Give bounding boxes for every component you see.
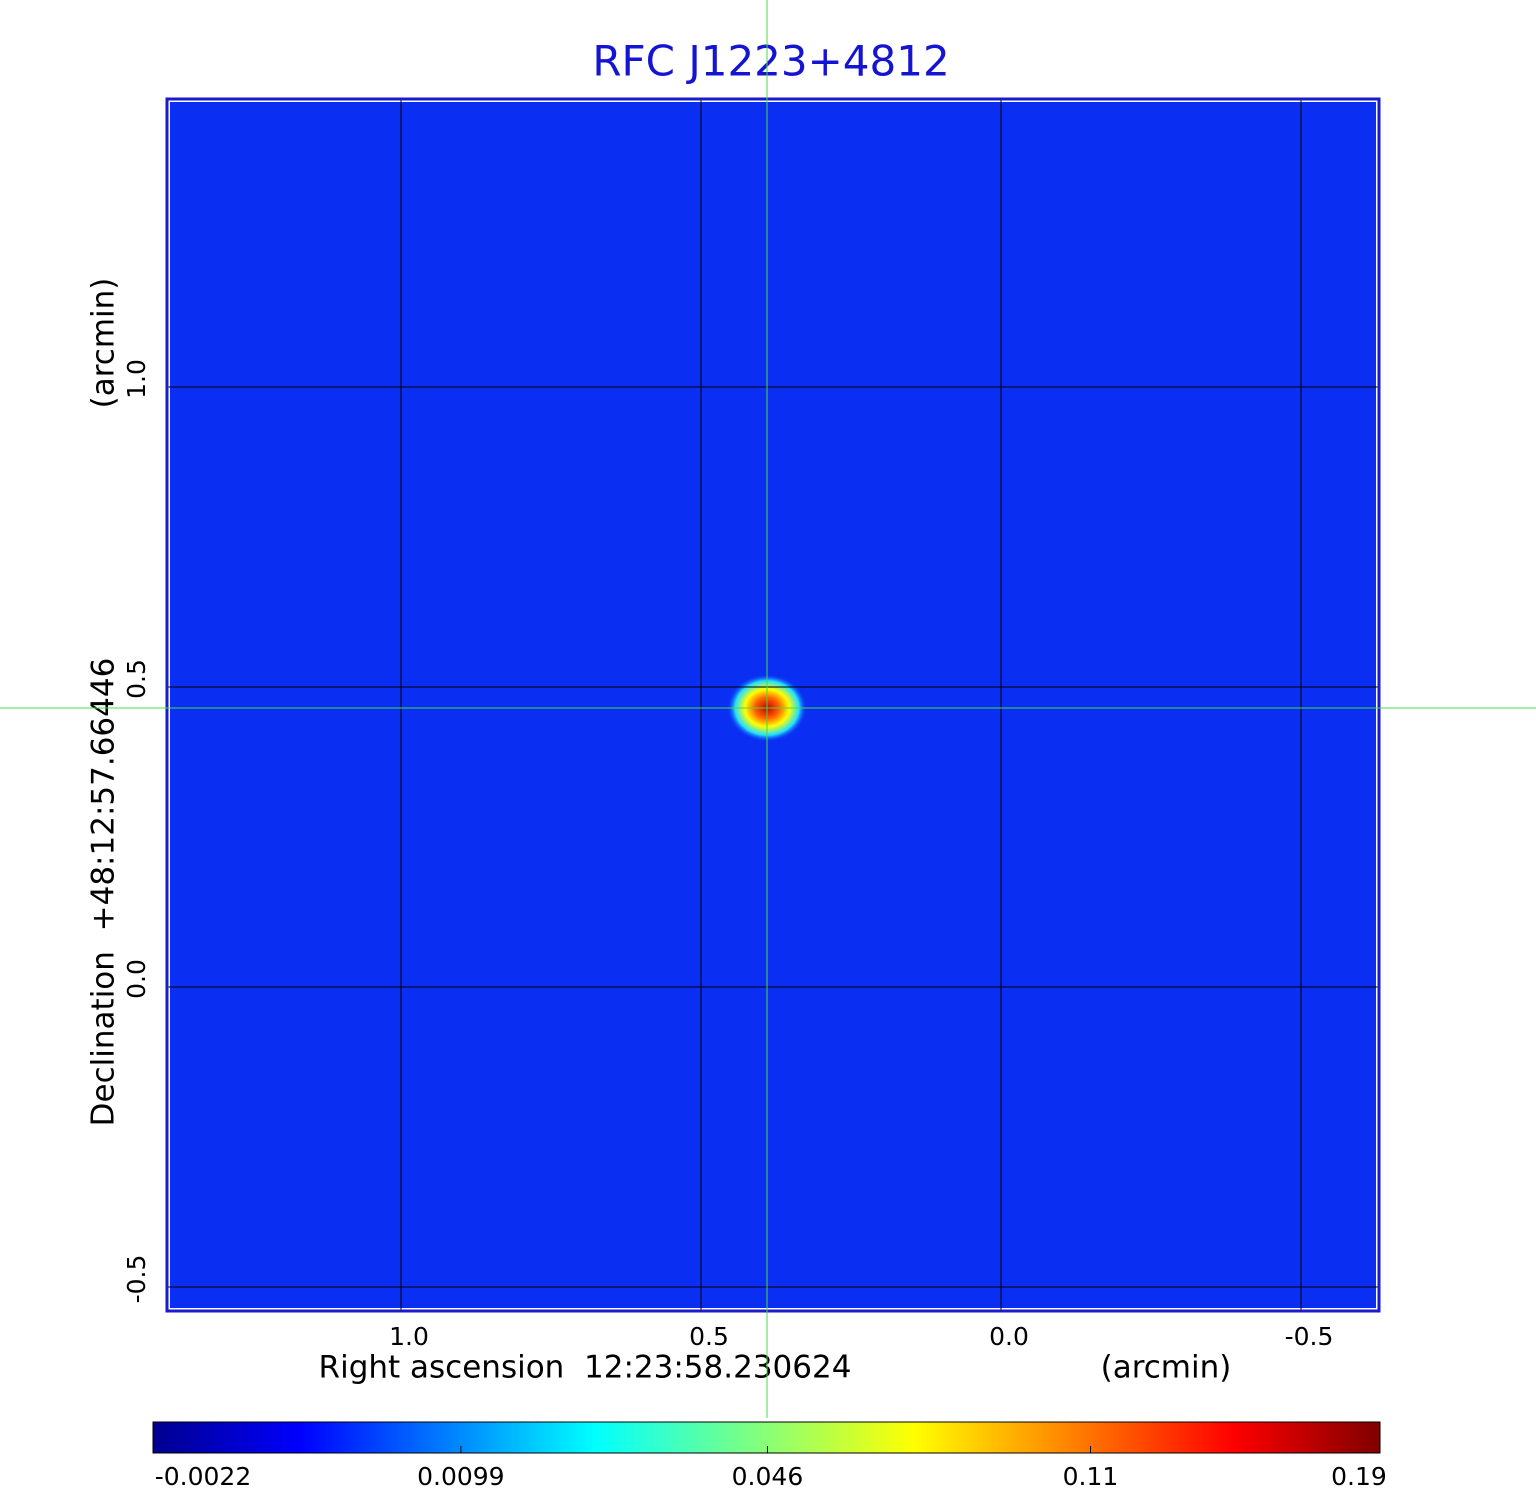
colorbar-tick-label: 0.046 <box>732 1462 804 1491</box>
y-axis-label: Declination +48:12:57.66446 <box>86 658 122 1127</box>
x-tick-label: 0.5 <box>689 1322 729 1351</box>
y-tick-label: 0.5 <box>122 659 151 699</box>
chart-title: RFC J1223+4812 <box>592 37 949 86</box>
colorbar-tick-label: 0.0099 <box>417 1462 504 1491</box>
colorbar-tick-label: 0.11 <box>1063 1462 1119 1491</box>
x-tick-label: 1.0 <box>389 1322 429 1351</box>
y-axis-unit: (arcmin) <box>86 278 122 409</box>
y-tick-label: 0.0 <box>122 959 151 999</box>
x-axis-unit: (arcmin) <box>1101 1350 1232 1386</box>
y-tick-label: 1.0 <box>122 359 151 399</box>
x-axis-label: Right ascension 12:23:58.230624 <box>319 1350 852 1386</box>
x-tick-label: -0.5 <box>1285 1322 1334 1351</box>
colorbar-tick-label: 0.19 <box>1331 1462 1387 1491</box>
x-tick-label: 0.0 <box>989 1322 1029 1351</box>
colorbar <box>152 1421 1381 1454</box>
plot-frame <box>165 97 1381 1313</box>
y-tick-label: -0.5 <box>122 1255 151 1304</box>
colorbar-tick-label: -0.0022 <box>155 1462 252 1491</box>
